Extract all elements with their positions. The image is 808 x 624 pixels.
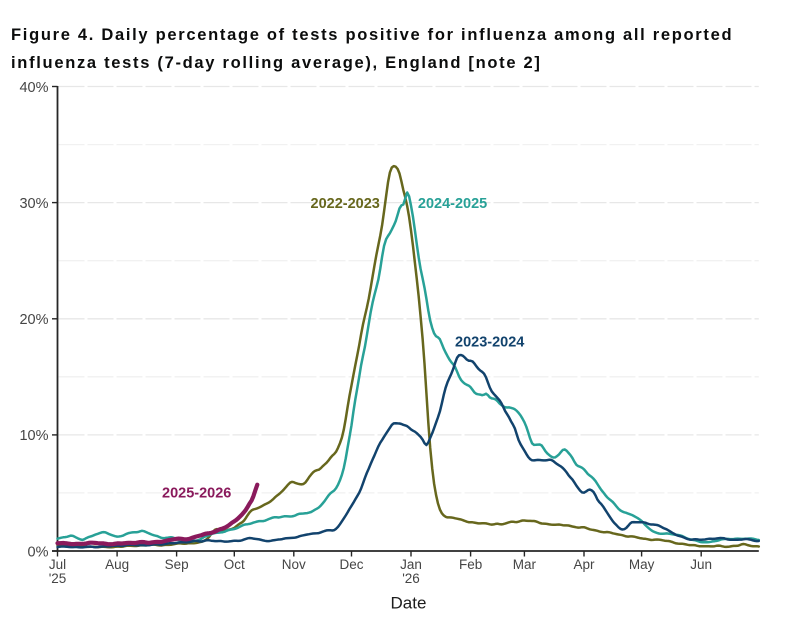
svg-text:20%: 20%: [19, 312, 48, 328]
svg-text:0%: 0%: [28, 544, 49, 560]
svg-text:30%: 30%: [19, 196, 48, 212]
svg-text:'26: '26: [402, 571, 420, 586]
svg-text:Nov: Nov: [282, 557, 306, 572]
svg-text:Sep: Sep: [165, 557, 189, 572]
svg-text:10%: 10%: [19, 428, 48, 444]
svg-text:2022-2023: 2022-2023: [311, 196, 380, 212]
svg-text:2025-2026: 2025-2026: [162, 486, 231, 502]
svg-text:Apr: Apr: [573, 557, 595, 572]
svg-text:'25: '25: [49, 571, 67, 586]
svg-text:Feb: Feb: [459, 557, 482, 572]
svg-text:2024-2025: 2024-2025: [418, 196, 487, 212]
svg-text:Jan: Jan: [400, 557, 422, 572]
svg-text:Date: Date: [391, 594, 427, 613]
svg-text:Mar: Mar: [513, 557, 537, 572]
svg-text:40%: 40%: [19, 80, 48, 96]
svg-text:Jun: Jun: [690, 557, 712, 572]
svg-text:2023-2024: 2023-2024: [455, 335, 524, 351]
svg-text:Jul: Jul: [49, 557, 66, 572]
svg-text:May: May: [629, 557, 655, 572]
svg-text:Aug: Aug: [105, 557, 129, 572]
svg-text:Dec: Dec: [339, 557, 363, 572]
svg-text:Oct: Oct: [224, 557, 245, 572]
